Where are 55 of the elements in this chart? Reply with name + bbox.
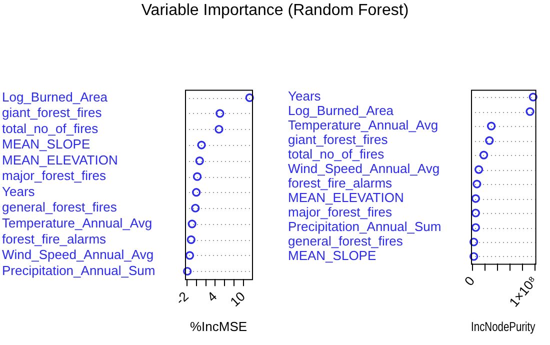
- point: [471, 208, 480, 218]
- y-tick-label: major_forest_fires: [2, 168, 107, 184]
- y-tick-label: general_forest_fires: [2, 200, 118, 215]
- point: [471, 194, 480, 203]
- y-tick-label: major_forest_fires: [288, 204, 393, 220]
- y-tick-label: MEAN_ELEVATION: [2, 152, 118, 168]
- x-tick-label: 10: [227, 288, 248, 310]
- y-tick-label: MEAN_ELEVATION: [288, 190, 404, 206]
- y-tick-label: Log_Burned_Area: [288, 103, 394, 118]
- point: [192, 188, 201, 197]
- point: [188, 220, 196, 228]
- point: [526, 107, 534, 116]
- y-tick-label: giant_forest_fires: [2, 105, 102, 120]
- x-tick-label: 4: [204, 288, 220, 305]
- y-tick-label: Years: [2, 184, 36, 199]
- y-tick-label: Log_Burned_Area: [2, 89, 108, 104]
- x-axis-title: IncNodePurity: [471, 320, 536, 334]
- point: [197, 140, 206, 150]
- y-tick-label: Precipitation_Annual_Sum: [2, 262, 156, 278]
- x-tick-label: 0: [461, 273, 478, 289]
- point: [470, 238, 478, 246]
- point: [472, 180, 482, 188]
- y-tick-label: forest_fire_alarms: [288, 176, 393, 191]
- chart-title: Variable Importance (Random Forest): [140, 2, 410, 20]
- point: [474, 165, 484, 174]
- y-tick-label: Precipitation_Annual_Sum: [288, 219, 442, 234]
- y-tick-label: Temperature_Annual_Avg: [2, 215, 152, 230]
- point: [485, 136, 494, 145]
- point: [245, 93, 254, 102]
- point: [191, 204, 200, 212]
- y-tick-label: general_forest_fires: [288, 234, 404, 249]
- y-tick-label: MEAN_SLOPE: [2, 136, 90, 152]
- point: [486, 122, 496, 130]
- point: [528, 92, 538, 102]
- y-tick-label: forest_fire_alarms: [2, 231, 107, 246]
- point: [480, 150, 488, 160]
- y-tick-label: MEAN_SLOPE: [288, 248, 376, 264]
- y-tick-label: Years: [288, 88, 322, 104]
- y-tick-label: total_no_of_fires: [2, 120, 99, 136]
- x-tick-label: -2: [172, 288, 192, 308]
- y-tick-label: Temperature_Annual_Avg: [288, 118, 438, 133]
- point: [185, 251, 194, 260]
- y-tick-label: Wind_Speed_Annual_Avg: [288, 161, 440, 176]
- y-tick-label: giant_forest_fires: [288, 132, 388, 148]
- y-tick-label: Wind_Speed_Annual_Avg: [2, 247, 154, 262]
- point: [183, 266, 192, 276]
- point: [470, 252, 478, 261]
- point: [214, 124, 224, 134]
- point: [216, 109, 224, 118]
- point: [192, 172, 202, 181]
- point: [195, 156, 204, 166]
- y-tick-label: total_no_of_fires: [288, 146, 385, 162]
- point: [471, 223, 480, 232]
- point: [186, 235, 196, 244]
- x-axis-title: %IncMSE: [190, 318, 248, 334]
